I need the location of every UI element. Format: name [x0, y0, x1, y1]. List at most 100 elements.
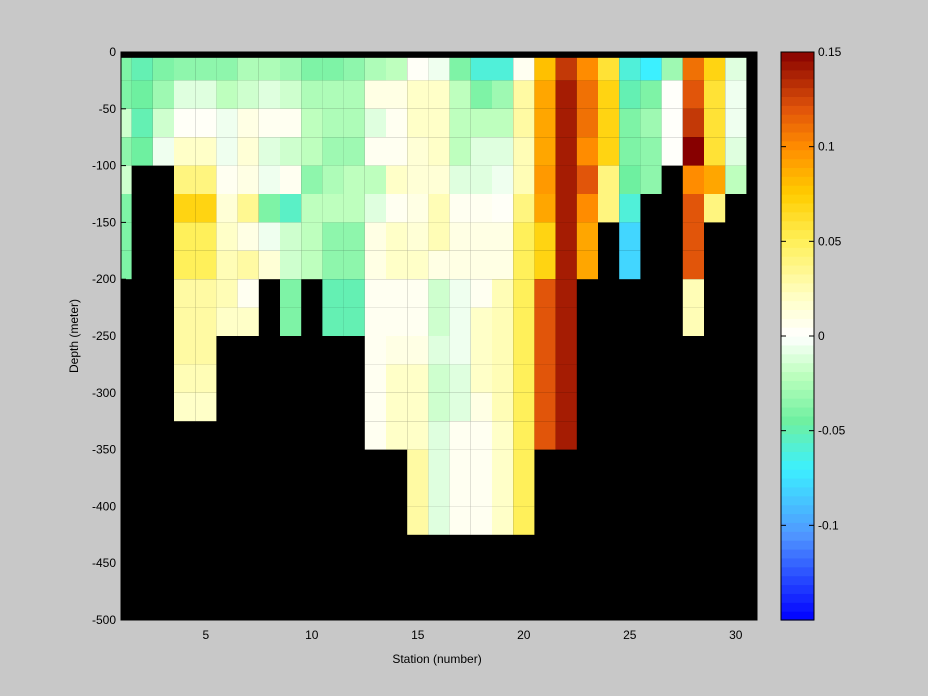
heatmap-cell: [364, 250, 386, 280]
heatmap-cell: [386, 57, 408, 81]
heatmap-cell: [280, 108, 302, 138]
heatmap-cell: [492, 250, 514, 280]
heatmap-cell: [428, 421, 450, 450]
heatmap-cell: [534, 336, 556, 365]
heatmap-cell: [576, 108, 598, 138]
heatmap-cell: [428, 165, 450, 194]
colorbar-step: [781, 60, 814, 71]
heatmap-cell: [470, 165, 492, 194]
heatmap-cell: [704, 57, 726, 81]
heatmap-cell: [174, 336, 196, 365]
heatmap-cell: [195, 57, 217, 81]
heatmap-cell: [576, 250, 598, 280]
heatmap-cell: [513, 57, 535, 81]
colorbar-step: [781, 300, 814, 310]
colorbar-tick-label: 0: [818, 329, 825, 343]
heatmap-cell: [301, 137, 323, 166]
heatmap-cell: [364, 57, 386, 81]
colorbar-step: [781, 238, 814, 248]
heatmap-cell: [407, 307, 429, 336]
colorbar-step: [781, 398, 814, 408]
heatmap-cell: [555, 165, 577, 194]
heatmap-cell: [555, 250, 577, 280]
heatmap-cell: [661, 137, 683, 166]
colorbar-step: [781, 602, 814, 612]
heatmap-cells: [121, 52, 757, 535]
heatmap-cell: [470, 336, 492, 365]
x-tick-label: 5: [202, 628, 209, 642]
heatmap-cell: [195, 165, 217, 194]
heatmap-cell: [386, 165, 408, 194]
heatmap-cell: [513, 194, 535, 223]
x-tick-label: 10: [305, 628, 319, 642]
heatmap-cell: [725, 57, 747, 81]
heatmap-cell: [534, 421, 556, 450]
heatmap-cell: [640, 137, 662, 166]
surface-band: [121, 52, 757, 58]
colorbar-step: [781, 78, 814, 89]
colorbar-step: [781, 504, 814, 515]
heatmap-cell: [364, 80, 386, 109]
colorbar-step: [781, 371, 814, 381]
heatmap-cell: [343, 194, 365, 223]
heatmap-cell: [619, 250, 641, 280]
colorbar-tick-label: -0.1: [818, 518, 839, 532]
heatmap-cell: [492, 222, 514, 251]
heatmap-cell: [576, 222, 598, 251]
colorbar-step: [781, 52, 814, 62]
colorbar-step: [781, 158, 814, 168]
heatmap-cell: [534, 108, 556, 138]
heatmap-cell: [195, 250, 217, 280]
heatmap-cell: [237, 108, 259, 138]
heatmap-cell: [682, 279, 704, 308]
heatmap-cell: [428, 307, 450, 336]
heatmap-cell: [195, 392, 217, 422]
heatmap-cell: [174, 307, 196, 336]
x-axis-ticks: 5 10 15 20 25 30: [202, 615, 743, 642]
heatmap-cell: [513, 279, 535, 308]
heatmap-cell: [174, 137, 196, 166]
heatmap-cell: [121, 108, 132, 138]
heatmap-cell: [598, 80, 620, 109]
heatmap-cell: [661, 80, 683, 109]
plot-area: [120, 51, 758, 621]
heatmap-cell: [449, 478, 471, 507]
heatmap-cell: [555, 307, 577, 336]
y-tick-label: -100: [92, 159, 116, 173]
heatmap-cell: [195, 194, 217, 223]
heatmap-cell: [407, 421, 429, 450]
heatmap-cell: [704, 80, 726, 109]
heatmap-cell: [492, 137, 514, 166]
colorbar-step: [781, 353, 814, 364]
y-tick-label: -200: [92, 272, 116, 286]
heatmap-cell: [131, 137, 153, 166]
heatmap-cell: [195, 137, 217, 166]
heatmap-cell: [661, 57, 683, 81]
heatmap-cell: [449, 250, 471, 280]
heatmap-cell: [322, 165, 344, 194]
heatmap-cell: [301, 194, 323, 223]
heatmap-cell: [492, 165, 514, 194]
colorbar-step: [781, 131, 814, 142]
heatmap-cell: [280, 279, 302, 308]
heatmap-cell: [576, 57, 598, 81]
heatmap-cell: [364, 421, 386, 450]
heatmap-cell: [280, 165, 302, 194]
heatmap-cell: [237, 137, 259, 166]
colorbar-step: [781, 105, 814, 115]
heatmap-cell: [513, 336, 535, 365]
heatmap-cell: [513, 364, 535, 393]
colorbar-step: [781, 531, 814, 541]
heatmap-cell: [322, 222, 344, 251]
heatmap-cell: [258, 194, 280, 223]
heatmap-cell: [492, 279, 514, 308]
colorbar-step: [781, 513, 814, 523]
heatmap-cell: [725, 137, 747, 166]
heatmap-cell: [386, 279, 408, 308]
heatmap-cell: [407, 80, 429, 109]
heatmap-cell: [216, 307, 238, 336]
colorbar-step: [781, 469, 814, 479]
heatmap-cell: [555, 279, 577, 308]
heatmap-cell: [555, 194, 577, 223]
colorbar-step: [781, 566, 814, 577]
